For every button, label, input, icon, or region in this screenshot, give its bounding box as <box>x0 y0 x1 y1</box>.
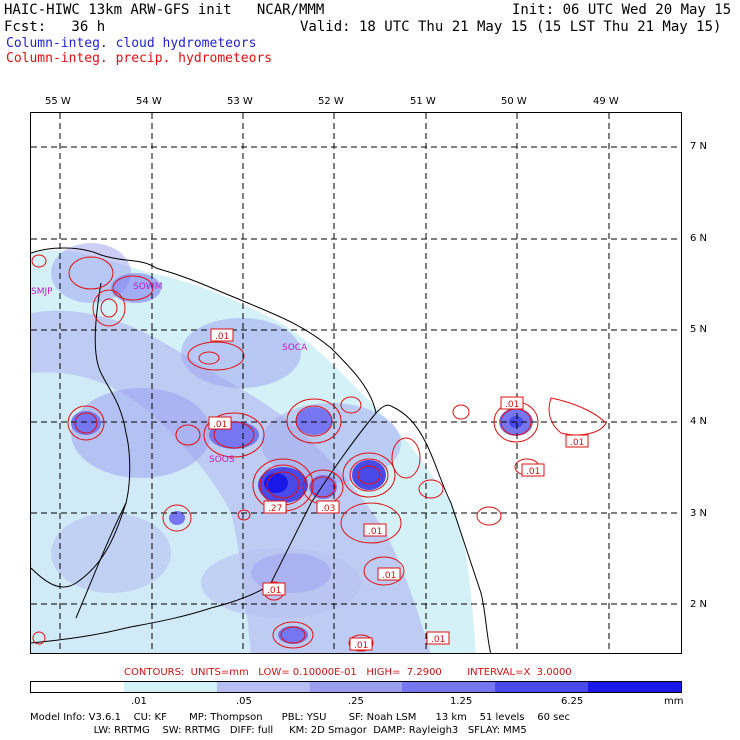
contour-label: .01 <box>505 400 519 410</box>
colorbar-label: .25 <box>348 696 364 707</box>
colorbar-label: 6.25 <box>561 696 584 707</box>
map-panel: SMJP SOCA SOOS SOWM .01 .01 .01 .01 .27 … <box>30 112 682 654</box>
contour-label: .01 <box>526 467 540 477</box>
lon-label: 50 W <box>501 96 527 107</box>
colorbar-label: .01 <box>131 696 147 707</box>
colorbar-segment <box>588 682 682 692</box>
lat-label: 2 N <box>690 599 708 610</box>
model-info-line2: LW: RRTMG SW: RRTMG DIFF: full KM: 2D Sm… <box>30 725 527 736</box>
lon-label: 54 W <box>136 96 162 107</box>
forecast-hour: Fcst: 36 h <box>4 19 106 35</box>
lon-label: 49 W <box>593 96 619 107</box>
valid-time: Valid: 18 UTC Thu 21 May 15 (15 LST Thu … <box>300 19 722 35</box>
field-precip-label: Column-integ. precip. hydrometeors <box>6 51 273 66</box>
contour-label: .27 <box>268 504 282 514</box>
contours-info: CONTOURS: UNITS=mm LOW= 0.10000E-01 HIGH… <box>124 667 572 678</box>
colorbar-segment <box>309 682 403 692</box>
lat-label: 6 N <box>690 233 708 244</box>
colorbar-segment <box>216 682 310 692</box>
contour-label: .01 <box>570 438 584 448</box>
contour-label-boxes <box>208 328 589 651</box>
colorbar-segment <box>495 682 589 692</box>
colorbar-segment <box>402 682 496 692</box>
coastline <box>31 247 492 653</box>
contour-label: .01 <box>215 332 229 342</box>
colorbar-segment <box>31 682 124 692</box>
colorbar <box>30 681 682 693</box>
contour-label: .01 <box>213 420 227 430</box>
field-cloud-label: Column-integ. cloud hydrometeors <box>6 36 257 51</box>
contour-label: .01 <box>354 641 368 651</box>
lat-label: 7 N <box>690 141 708 152</box>
colorbar-segment <box>123 682 217 692</box>
lon-label: 52 W <box>318 96 344 107</box>
map-canvas: SMJP SOCA SOOS SOWM .01 .01 .01 .01 .27 … <box>31 113 681 653</box>
station-label: SOCA <box>282 343 308 353</box>
colorbar-units: mm <box>664 696 684 707</box>
model-info-line1: Model Info: V3.6.1 CU: KF MP: Thompson P… <box>30 712 570 723</box>
lat-label: 3 N <box>690 508 708 519</box>
colorbar-label: 1.25 <box>450 696 473 707</box>
contour-label: .01 <box>267 586 281 596</box>
lat-label: 4 N <box>690 416 708 427</box>
colorbar-label: .05 <box>236 696 252 707</box>
contour-label: .01 <box>368 527 382 537</box>
lat-label: 5 N <box>690 324 708 335</box>
header-title: HAIC-HIWC 13km ARW-GFS init NCAR/MMM <box>4 2 325 18</box>
station-label: SMJP <box>31 287 53 297</box>
lon-label: 51 W <box>410 96 436 107</box>
lon-label: 53 W <box>227 96 253 107</box>
init-time: Init: 06 UTC Wed 20 May 15 <box>512 2 732 18</box>
station-label: SOWM <box>133 282 162 292</box>
lon-label: 55 W <box>45 96 71 107</box>
contour-label: .01 <box>382 571 396 581</box>
latlon-grid <box>31 113 681 653</box>
station-label: SOOS <box>209 455 235 465</box>
contour-label: .01 <box>431 635 445 645</box>
contour-label: .03 <box>321 504 335 514</box>
